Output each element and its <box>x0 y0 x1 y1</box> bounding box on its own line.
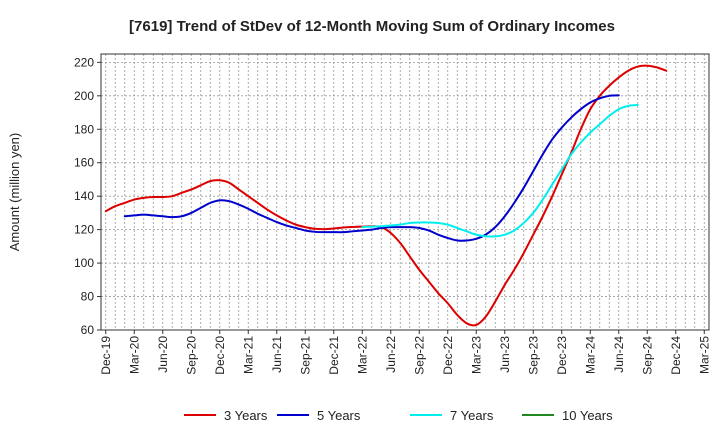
x-axis: Dec-19 Mar-20 Jun-20 Sep-20 Dec-20 Mar-21 Jun-… <box>99 330 711 375</box>
series-line-3-years <box>104 64 668 327</box>
legend-label-7-years: 7 Years <box>450 408 494 423</box>
x-tick-label: Sep-20 <box>184 336 198 375</box>
plot-frame <box>100 53 710 331</box>
x-tick-label: Mar-25 <box>697 336 711 374</box>
plot-area <box>101 54 709 330</box>
chart-title: [7619] Trend of StDev of 12-Month Moving… <box>129 18 615 35</box>
x-tick-label: Mar-24 <box>583 336 597 374</box>
y-tick-label: 200 <box>74 89 94 103</box>
x-tick-label: Dec-23 <box>555 336 569 375</box>
x-tick-label: Sep-22 <box>412 336 426 375</box>
x-tick-label: Dec-20 <box>213 336 227 375</box>
y-tick-label: 140 <box>74 189 94 203</box>
y-tick-label: 120 <box>74 223 94 237</box>
y-tick-label: 100 <box>74 256 94 270</box>
y-tick-label: 220 <box>74 55 94 69</box>
x-tick-label: Jun-24 <box>612 336 626 373</box>
y-tick-label: 160 <box>74 156 94 170</box>
y-axis: 60 80 100 120 140 160 180 200 220 <box>74 55 101 337</box>
legend: 3 Years 5 Years 7 Years 10 Years <box>184 408 613 423</box>
series-line-7-years <box>361 104 639 238</box>
grid <box>101 54 709 331</box>
x-tick-label: Dec-22 <box>441 336 455 375</box>
x-tick-label: Jun-21 <box>270 336 284 373</box>
x-tick-label: Mar-20 <box>127 336 141 374</box>
x-tick-label: Sep-23 <box>526 336 540 375</box>
legend-label-10-years: 10 Years <box>562 408 613 423</box>
x-tick-label: Jun-23 <box>498 336 512 373</box>
x-tick-label: Dec-24 <box>669 336 683 375</box>
x-tick-label: Mar-21 <box>241 336 255 374</box>
y-axis-label: Amount (million yen) <box>7 133 22 252</box>
x-tick-label: Jun-22 <box>384 336 398 373</box>
x-tick-label: Dec-21 <box>327 336 341 375</box>
x-tick-label: Jun-20 <box>156 336 170 373</box>
x-tick-label: Mar-22 <box>355 336 369 374</box>
y-tick-label: 60 <box>81 323 95 337</box>
x-tick-label: Dec-19 <box>99 336 113 375</box>
legend-label-5-years: 5 Years <box>317 408 361 423</box>
series-line-5-years <box>123 94 620 242</box>
legend-label-3-years: 3 Years <box>224 408 268 423</box>
x-tick-label: Sep-24 <box>640 336 654 375</box>
series-layer <box>104 64 668 327</box>
y-tick-label: 180 <box>74 122 94 136</box>
x-tick-label: Sep-21 <box>298 336 312 375</box>
y-tick-label: 80 <box>81 290 95 304</box>
x-tick-label: Mar-23 <box>469 336 483 374</box>
